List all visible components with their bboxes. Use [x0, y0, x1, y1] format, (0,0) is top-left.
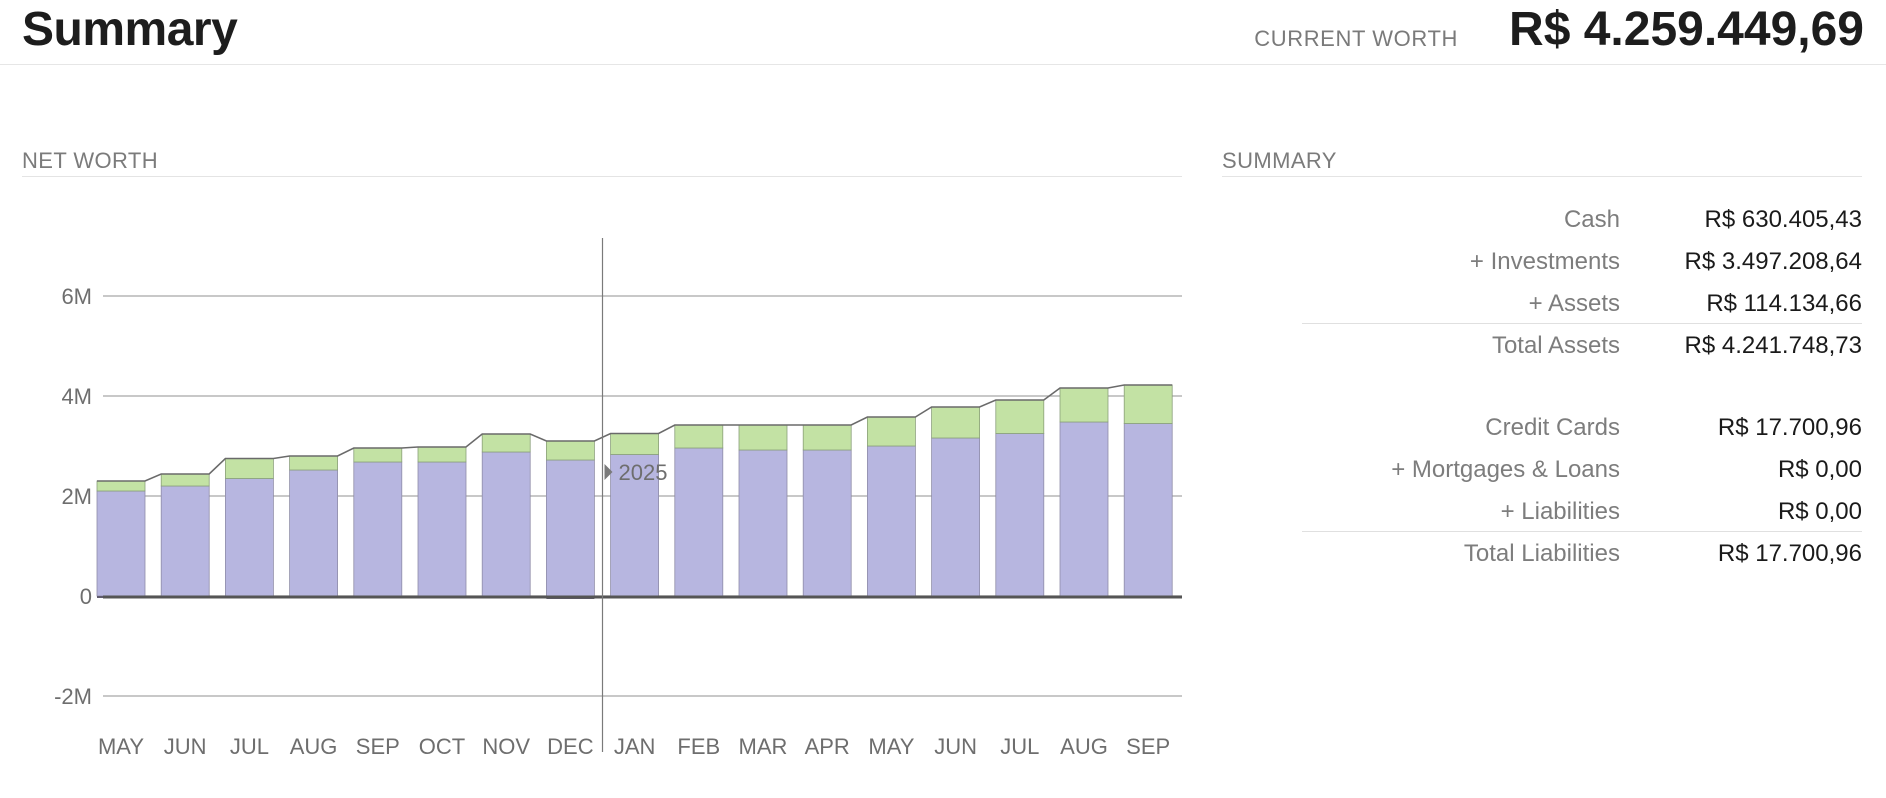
month-label: FEB: [677, 734, 720, 759]
summary-row-assets: + Assets R$ 114.134,66: [1300, 290, 1862, 330]
month-label: SEP: [1126, 734, 1170, 759]
page-title: Summary: [22, 3, 238, 56]
net-worth-line: [97, 384, 1173, 482]
summary-label: + Investments: [1469, 248, 1620, 275]
month-label: JAN: [614, 734, 656, 759]
summary-value: R$ 0,00: [1777, 498, 1862, 525]
cash-bar: [224, 478, 274, 597]
summary-divider: [1222, 176, 1862, 177]
month-label: SEP: [356, 734, 400, 759]
summary-row-investments: + Investments R$ 3.497.208,64: [1300, 248, 1862, 288]
month-label: JUN: [164, 734, 207, 759]
y-tick-label: -2M: [54, 684, 92, 709]
summary-value: R$ 4.241.748,73: [1684, 332, 1862, 359]
cash-bar: [1059, 421, 1109, 597]
summary-label: + Liabilities: [1500, 498, 1620, 525]
investments-bar: [1123, 384, 1173, 424]
summary-label: Credit Cards: [1485, 414, 1620, 441]
summary-value: R$ 630.405,43: [1704, 206, 1862, 233]
investments-bar: [995, 399, 1045, 434]
current-worth-label: CURRENT WORTH: [1254, 26, 1458, 51]
cash-bar: [867, 445, 916, 597]
summary-row-total-liabilities: Total Liabilities R$ 17.700,96: [1300, 540, 1862, 580]
current-worth-value: R$ 4.259.449,69: [1509, 3, 1864, 56]
month-label: JUL: [230, 734, 269, 759]
month-label: MAY: [98, 734, 144, 759]
summary-label: + Mortgages & Loans: [1391, 456, 1620, 483]
cash-bar: [481, 451, 531, 597]
summary-row-liabilities: + Liabilities R$ 0,00: [1300, 498, 1862, 538]
cash-bar: [96, 490, 146, 597]
month-label: APR: [805, 734, 850, 759]
cash-bar: [995, 433, 1045, 597]
investments-bar: [353, 447, 403, 463]
month-label: MAR: [739, 734, 788, 759]
year-marker-arrow-icon: [604, 464, 613, 480]
summary-value: R$ 17.700,96: [1717, 540, 1862, 567]
year-marker-label: 2025: [619, 460, 668, 485]
summary-row-mortgages-loans: + Mortgages & Loans R$ 0,00: [1300, 456, 1862, 496]
summary-row-cash: Cash R$ 630.405,43: [1300, 206, 1862, 246]
cash-bar: [1123, 423, 1173, 597]
month-label: JUN: [934, 734, 977, 759]
cash-bar: [802, 449, 852, 597]
investments-bar: [481, 433, 531, 453]
cash-bar: [738, 449, 788, 597]
investments-bar: [867, 416, 916, 447]
summary-value: R$ 3.497.208,64: [1684, 248, 1862, 275]
y-tick-label: 6M: [61, 284, 92, 309]
investments-bar: [224, 458, 274, 479]
y-tick-label: 0: [80, 584, 92, 609]
summary-section-title: SUMMARY: [1222, 148, 1337, 173]
cash-bar: [353, 461, 403, 597]
cash-bar: [546, 459, 595, 597]
month-label: AUG: [290, 734, 338, 759]
y-tick-label: 4M: [61, 384, 92, 409]
cash-bar: [610, 454, 659, 597]
summary-value: R$ 114.134,66: [1706, 290, 1862, 317]
investments-bar: [96, 480, 146, 492]
summary-label: Total Liabilities: [1463, 540, 1620, 567]
investments-bar: [802, 424, 852, 451]
investments-bar: [546, 440, 595, 461]
summary-label: + Assets: [1528, 290, 1620, 317]
net-worth-chart[interactable]: -2M 0 2M 4M 6M MAY JUN JUL AUG SEP OCT NOV DEC JAN FEB…: [0, 220, 1200, 780]
month-label: JUL: [1000, 734, 1039, 759]
summary-label: Total Assets: [1491, 332, 1620, 359]
cash-bar: [289, 469, 339, 597]
summary-row-credit-cards: Credit Cards R$ 17.700,96: [1300, 414, 1862, 454]
investments-bar: [1059, 387, 1109, 423]
investments-bar: [160, 473, 210, 487]
net-worth-section-title: NET WORTH: [22, 148, 159, 173]
month-label: AUG: [1060, 734, 1108, 759]
summary-row-divider: [1302, 323, 1862, 324]
summary-value: R$ 17.700,96: [1717, 414, 1862, 441]
cash-bar: [674, 447, 724, 597]
cash-bar: [160, 485, 210, 597]
summary-row-divider: [1302, 531, 1862, 532]
investments-bar: [674, 424, 724, 449]
summary-value: R$ 0,00: [1777, 456, 1862, 483]
summary-row-total-assets: Total Assets R$ 4.241.748,73: [1300, 332, 1862, 372]
investments-bar: [931, 406, 980, 439]
month-label: MAY: [868, 734, 914, 759]
investments-bar: [289, 455, 339, 471]
month-label: OCT: [419, 734, 465, 759]
y-tick-label: 2M: [61, 484, 92, 509]
investments-bar: [417, 446, 467, 463]
investments-bar: [738, 424, 788, 451]
cash-bar: [417, 461, 467, 597]
header: Summary CURRENT WORTH R$ 4.259.449,69: [0, 0, 1886, 65]
investments-bar: [610, 433, 659, 455]
summary-label: Cash: [1563, 206, 1620, 233]
month-label: NOV: [482, 734, 530, 759]
cash-bar: [931, 437, 980, 597]
net-worth-divider: [22, 176, 1182, 177]
month-label: DEC: [547, 734, 594, 759]
